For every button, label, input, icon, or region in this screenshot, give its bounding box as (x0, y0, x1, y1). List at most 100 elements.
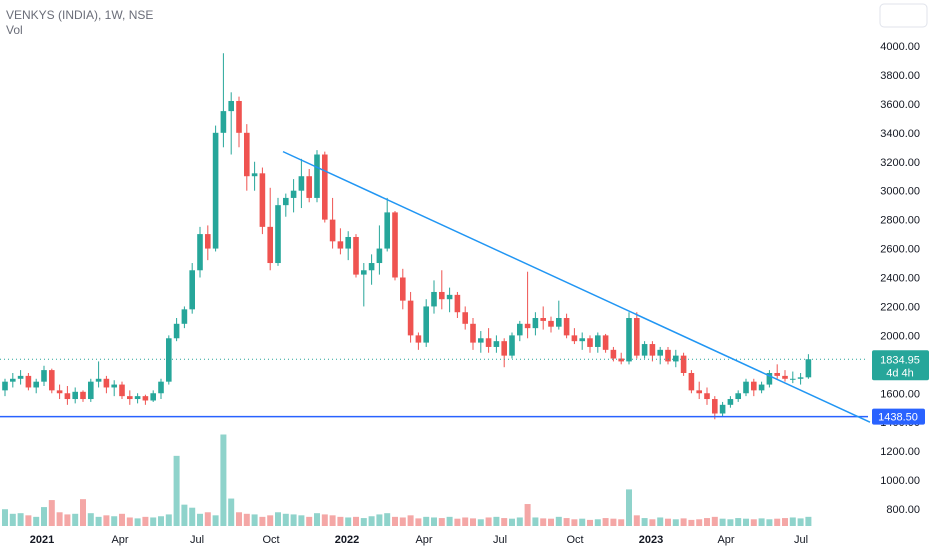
volume-bar (774, 518, 781, 526)
volume-bar (41, 507, 47, 526)
candle (743, 378, 749, 397)
volume-label[interactable]: Vol (6, 23, 23, 37)
candle (485, 328, 492, 353)
candle (306, 168, 312, 203)
candle (56, 384, 63, 400)
candle (563, 313, 570, 339)
price-tick-label: 1000.00 (880, 475, 920, 487)
price-axis[interactable]: 4000.00 3800.00 3600.00 3400.00 3200.00 3000.… (880, 41, 920, 516)
volume-bar (158, 516, 164, 526)
volume-bar (485, 517, 492, 526)
candle (353, 234, 359, 278)
volume-bar (462, 517, 469, 526)
volume-bar (610, 518, 617, 526)
volume-bar (516, 517, 523, 526)
candle (735, 390, 741, 402)
candle (610, 346, 617, 362)
candle (314, 150, 320, 203)
volume-bar (399, 517, 406, 526)
volume-bar (337, 516, 344, 526)
candle (41, 365, 47, 387)
volume-bar (493, 516, 500, 526)
trendline[interactable] (282, 150, 871, 423)
candle (727, 396, 734, 408)
volume-bar (587, 519, 593, 526)
volume-bar (563, 518, 570, 526)
candle (634, 312, 640, 359)
volume-bar (204, 512, 211, 526)
candle (259, 167, 266, 235)
candle (49, 368, 55, 394)
support-price-tag: 1438.50 (872, 408, 925, 425)
candle (579, 332, 585, 350)
candle (251, 161, 258, 191)
candle (719, 401, 726, 417)
candle (220, 53, 227, 148)
candle (88, 378, 94, 402)
volume-bar (407, 515, 414, 526)
candle (524, 271, 531, 339)
drawing-lines[interactable] (0, 150, 871, 423)
candle (657, 346, 663, 365)
volume-bar (571, 519, 578, 526)
candle (150, 390, 156, 402)
volume-bar (64, 514, 71, 526)
volume-bar (438, 518, 445, 526)
price-tick-label: 800.00 (886, 504, 920, 516)
time-tick-label: Apr (717, 534, 734, 546)
candle (704, 387, 710, 405)
volume-bar (119, 513, 125, 526)
candle (571, 328, 578, 345)
candle (454, 291, 461, 319)
price-tick-label: 4000.00 (880, 41, 920, 53)
candle (602, 333, 609, 353)
chart-settings-button[interactable] (879, 3, 928, 28)
candle (95, 361, 102, 388)
volume-bar (228, 498, 235, 526)
symbol-title[interactable]: VENKYS (INDIA), 1W, NSE (6, 8, 153, 22)
candle (127, 390, 133, 405)
volume-bar (142, 516, 149, 526)
volume-bar (446, 516, 453, 526)
volume-bar (25, 515, 32, 526)
time-axis[interactable]: 2021 Apr Jul Oct 2022 Apr Jul Oct 2023 Apr Jul (30, 534, 808, 546)
candle (790, 371, 796, 384)
candle (501, 338, 507, 368)
candle (33, 378, 39, 394)
candle (618, 352, 624, 365)
volume-bar (470, 518, 476, 526)
volume-bar (415, 518, 422, 526)
volume-bar (431, 517, 437, 526)
volume-bar (719, 518, 726, 526)
candle (337, 228, 344, 255)
candle (509, 332, 515, 359)
volume-bar (743, 518, 749, 526)
candle (197, 226, 203, 278)
volume-bar (2, 509, 8, 526)
volume-bar (704, 518, 710, 526)
candle (64, 386, 71, 405)
candle (392, 210, 398, 281)
candle (797, 372, 804, 385)
volume-bar (680, 518, 687, 526)
candle (423, 299, 429, 347)
volume-bar (306, 516, 313, 526)
time-tick-label: Jul (794, 534, 808, 546)
volume-bar (376, 514, 383, 526)
volume-bar (165, 514, 172, 526)
volume-bar (532, 517, 539, 526)
price-tick-label: 3200.00 (880, 157, 920, 169)
candle (368, 254, 375, 285)
candle (181, 306, 188, 329)
candle (345, 231, 351, 261)
volume-bar (321, 514, 328, 526)
candle (712, 396, 718, 420)
price-tick-label: 2600.00 (880, 244, 920, 256)
candle (587, 335, 593, 353)
volume-bar (423, 516, 430, 526)
time-tick-label: Jul (190, 534, 204, 546)
volume-bar (56, 512, 63, 526)
candle (189, 263, 195, 314)
